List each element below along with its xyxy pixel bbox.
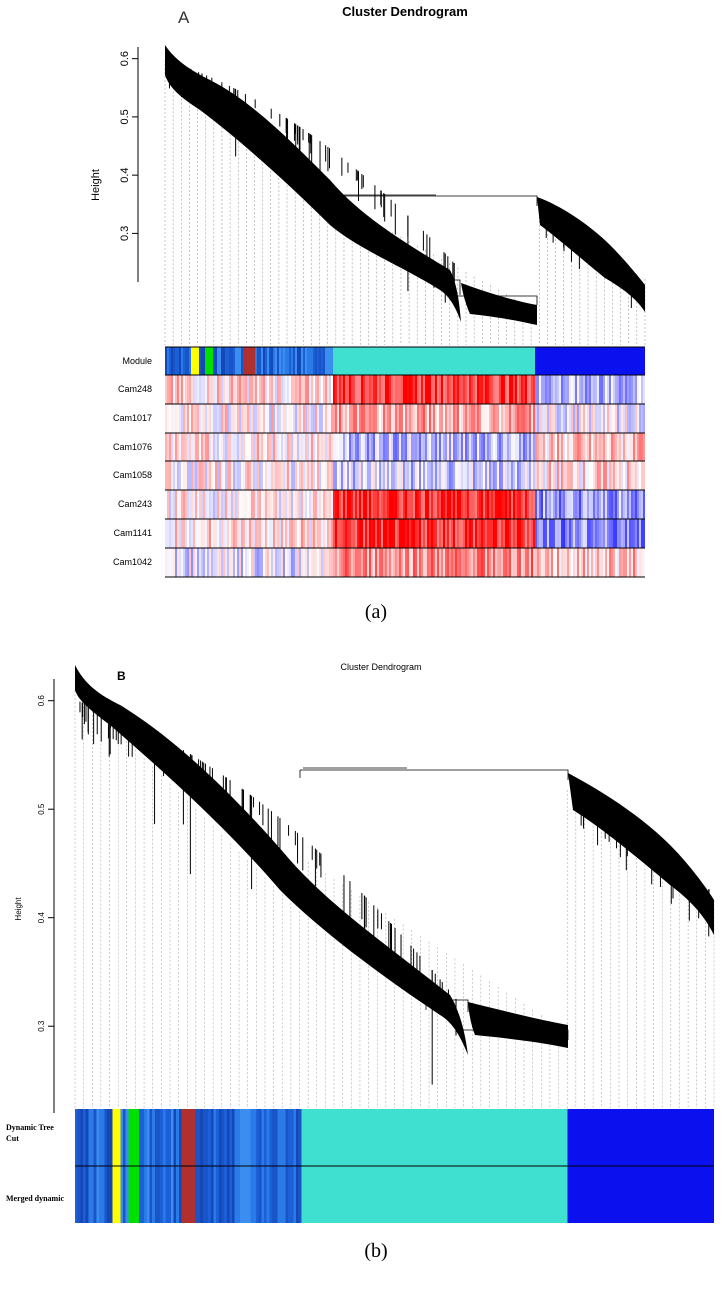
panel-a-track-label-cam1076: Cam1076 xyxy=(113,442,152,452)
panel-b: B Cluster Dendrogram Height 0.6 0.5 0.4 0.3… xyxy=(6,662,715,1262)
panel-a-left-branch-mass xyxy=(165,45,461,322)
panel-a-color-tracks: Module Cam248 Cam1017 Cam1076 Cam1058 Cam243 C… xyxy=(113,346,645,578)
panel-a-track-cam243 xyxy=(165,490,645,519)
panel-a-caption: (a) xyxy=(365,601,387,623)
panel-b-merge-top xyxy=(299,767,569,780)
panel-a-track-module xyxy=(165,347,645,375)
panel-a-track-label-cam1141: Cam1141 xyxy=(114,528,152,538)
panel-a-y-tick-label-2: 0.4 xyxy=(119,168,131,183)
panel-a-track-cam1042 xyxy=(165,548,645,577)
panel-a-y-tick-label-3: 0.3 xyxy=(119,226,131,241)
panel-a-track-label-cam1017: Cam1017 xyxy=(113,413,152,423)
panel-b-track-dynamic-tree-cut xyxy=(75,1109,714,1166)
panel-b-left-branch-mass xyxy=(75,665,468,1055)
panel-a-title: Cluster Dendrogram xyxy=(342,4,468,19)
panel-a-track-label-module: Module xyxy=(122,356,152,366)
panel-a-y-tick-label-1: 0.5 xyxy=(119,109,131,124)
panel-b-track-label-dynamic-tree-cut: Dynamic Tree Cut xyxy=(6,1123,54,1143)
panel-b-letter: B xyxy=(117,669,126,683)
panel-b-y-axis: 0.6 0.5 0.4 0.3 xyxy=(37,679,55,1113)
panel-b-merge-mid xyxy=(425,999,569,1040)
panel-a-track-cam1076 xyxy=(165,433,645,461)
panel-a-track-label-cam1042: Cam1042 xyxy=(113,557,152,567)
panel-a-y-tick-label-0: 0.6 xyxy=(119,51,131,66)
panel-b-y-tick-label-1: 0.5 xyxy=(37,803,46,815)
panel-b-track-merged-dynamic xyxy=(75,1166,714,1223)
panel-a-track-cam248 xyxy=(165,375,645,404)
panel-b-track-label-merged-dynamic: Merged dynamic xyxy=(6,1194,64,1203)
panel-b-right-cluster xyxy=(568,773,714,935)
panel-b-y-tick-label-3: 0.3 xyxy=(37,1020,46,1032)
panel-a-track-cam1058 xyxy=(165,461,645,490)
panel-a-track-label-cam243: Cam243 xyxy=(118,499,152,509)
panel-b-y-axis-label: Height xyxy=(14,897,23,921)
panel-a-y-axis-label: Height xyxy=(90,169,102,201)
panel-a-track-cam1017 xyxy=(165,404,645,433)
panel-a-letter: A xyxy=(178,8,190,27)
panel-b-caption: (b) xyxy=(364,1240,387,1262)
panel-a-merge-top xyxy=(332,194,538,206)
panel-a-dendrogram xyxy=(164,45,646,345)
panel-a-y-axis: 0.6 0.5 0.4 0.3 xyxy=(119,47,139,282)
panel-b-y-tick-label-0: 0.6 xyxy=(37,695,46,707)
panel-b-color-tracks: Dynamic Tree Cut Merged dynamic xyxy=(6,1109,714,1223)
panel-b-y-tick-label-2: 0.4 xyxy=(37,912,46,924)
panel-a-track-label-cam248: Cam248 xyxy=(118,384,152,394)
panel-a-track-cam1141 xyxy=(165,519,645,548)
panel-a-track-label-cam1058: Cam1058 xyxy=(113,470,152,480)
panel-b-dendrogram xyxy=(74,665,715,1108)
panel-a: A Cluster Dendrogram Height 0.6 0.5 0.4 0.3… xyxy=(90,4,646,623)
panel-b-right-sub-branch xyxy=(468,1002,568,1048)
panel-b-title: Cluster Dendrogram xyxy=(340,662,421,672)
panel-a-merge-mid xyxy=(433,279,538,305)
panel-a-right-sub-branch xyxy=(461,283,537,325)
